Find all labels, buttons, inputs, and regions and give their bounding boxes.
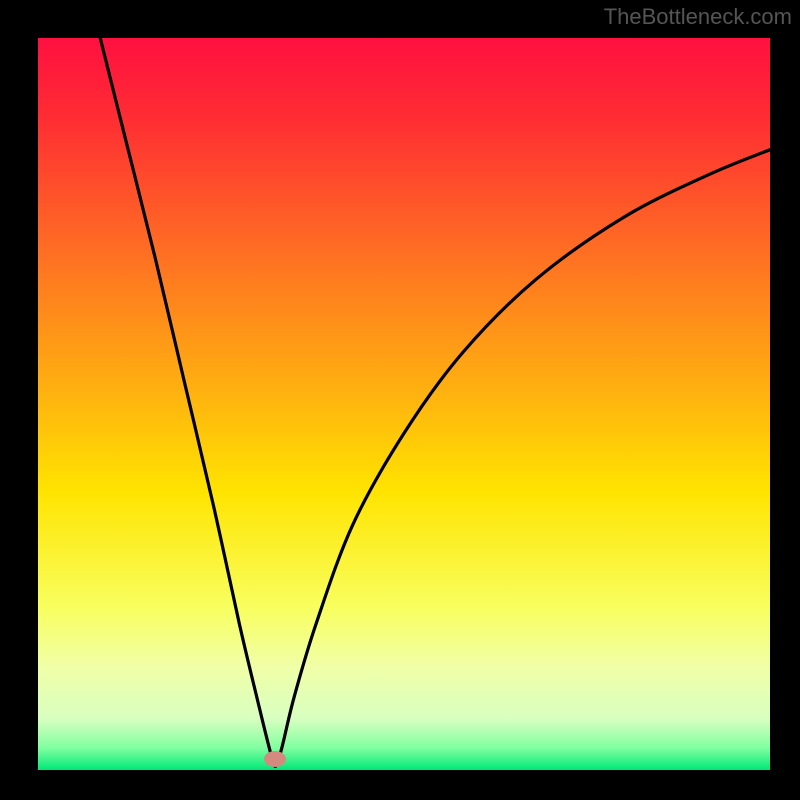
bottleneck-curve [38, 38, 770, 770]
watermark-text: TheBottleneck.com [604, 4, 792, 30]
plot-area [38, 38, 770, 770]
optimum-marker [264, 751, 286, 767]
